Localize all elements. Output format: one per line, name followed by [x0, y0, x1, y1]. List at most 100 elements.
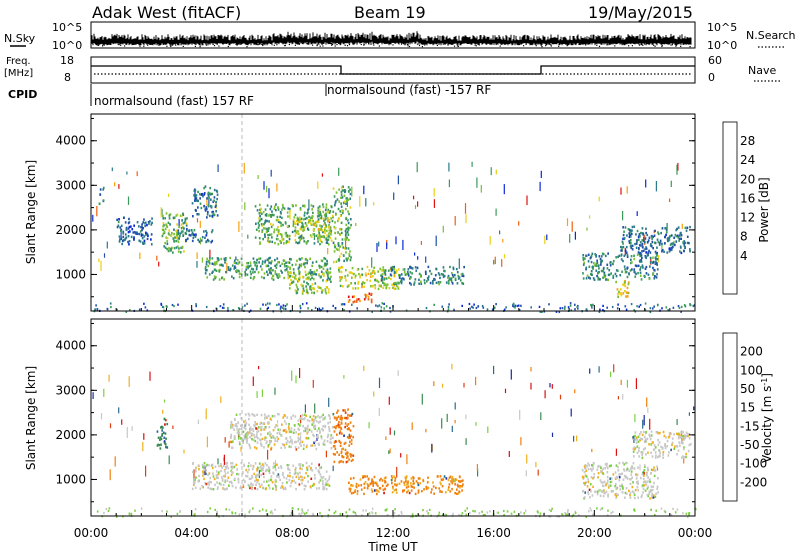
range-gate-cell: [608, 269, 611, 272]
range-gate-cell: [330, 275, 332, 278]
range-gate-cell: [240, 424, 242, 427]
range-gate-cell: [588, 276, 590, 279]
nsky-trace: [91, 31, 692, 48]
range-gate-cell: [339, 266, 341, 270]
range-gate-cell: [639, 437, 642, 440]
range-gate-cell: [432, 279, 434, 283]
range-gate-cell: [451, 487, 453, 491]
range-gate-cell: [326, 278, 329, 282]
range-gate-cell: [323, 257, 325, 260]
nsearch-sample: [536, 42, 538, 44]
range-gate-cell: [194, 486, 197, 489]
range-gate-cell: [623, 237, 625, 241]
range-gate-cell: [338, 233, 341, 236]
range-gate-cell: [235, 270, 238, 274]
nsearch-sample: [661, 45, 663, 47]
range-gate-cell: [530, 382, 532, 390]
range-gate-cell: [683, 458, 685, 464]
range-gate-cell: [350, 271, 352, 274]
range-gate-cell: [185, 239, 187, 242]
range-gate-cell: [617, 465, 619, 469]
range-gate-cell: [218, 278, 221, 281]
nsearch-sample: [442, 43, 444, 45]
range-gate-cell: [495, 208, 497, 216]
range-gate-cell: [409, 515, 412, 518]
range-gate-cell: [370, 300, 373, 304]
range-gate-cell: [223, 454, 225, 466]
range-gate-cell: [371, 490, 374, 493]
range-gate-cell: [687, 434, 689, 438]
range-gate-cell: [567, 306, 570, 309]
range-gate-cell: [319, 211, 321, 214]
range-gate-cell: [686, 226, 689, 229]
range-gate-cell: [253, 433, 255, 437]
range-gate-cell: [270, 432, 272, 436]
range-gate-cell: [171, 303, 174, 307]
range-gate-cell: [292, 222, 295, 226]
range-gate-cell: [264, 208, 267, 211]
range-gate-cell: [649, 251, 652, 254]
range-gate-cell: [280, 466, 283, 469]
range-gate-cell: [673, 240, 675, 245]
range-gate-cell: [316, 269, 318, 272]
range-gate-cell: [220, 483, 222, 486]
range-gate-cell: [351, 303, 353, 306]
range-gate-cell: [410, 485, 413, 488]
range-gate-cell: [191, 233, 193, 236]
range-gate-cell: [672, 306, 675, 309]
range-gate-cell: [646, 474, 648, 477]
range-gate-cell: [625, 487, 628, 490]
range-gate-cell: [643, 472, 645, 475]
range-gate-cell: [447, 279, 450, 283]
nsearch-sample: [180, 44, 182, 46]
range-gate-cell: [351, 412, 354, 416]
range-gate-cell: [655, 257, 657, 260]
range-gate-cell: [657, 455, 659, 459]
range-gate-cell: [682, 434, 684, 438]
range-gate-cell: [600, 259, 603, 262]
range-gate-cell: [584, 257, 586, 260]
range-gate-cell: [256, 473, 259, 477]
range-gate-cell: [599, 479, 602, 482]
range-gate-cell: [656, 258, 659, 261]
range-gate-cell: [662, 456, 664, 459]
range-gate-cell: [347, 423, 350, 426]
range-gate-cell: [339, 245, 342, 248]
range-gate-cell: [344, 409, 346, 412]
range-gate-cell: [233, 435, 236, 439]
range-gate-cell: [224, 479, 226, 482]
range-gate-cell: [263, 480, 265, 483]
range-gate-cell: [652, 496, 655, 499]
range-gate-cell: [304, 270, 307, 273]
range-gate-cell: [181, 219, 183, 222]
range-gate-cell: [315, 447, 318, 451]
nsearch-sample: [675, 45, 677, 47]
range-gate-cell: [249, 509, 251, 512]
range-gate-cell: [284, 222, 287, 225]
range-gate-cell: [225, 257, 227, 260]
range-gate-cell: [297, 223, 299, 226]
range-gate-cell: [394, 287, 397, 290]
range-gate-cell: [179, 232, 182, 235]
range-gate-cell: [655, 492, 657, 495]
range-gate-cell: [592, 267, 594, 270]
nsearch-sample: [558, 43, 560, 45]
range-gate-cell: [636, 486, 639, 489]
range-gate-cell: [417, 256, 419, 260]
range-gate-cell: [421, 490, 423, 493]
range-gate-cell: [235, 262, 238, 265]
range-gate-cell: [314, 424, 317, 428]
range-gate-cell: [407, 489, 409, 492]
nsearch-sample: [408, 42, 410, 44]
range-gate-cell: [203, 186, 205, 190]
range-gate-cell: [337, 415, 340, 418]
range-gate-cell: [615, 448, 617, 456]
range-gate-cell: [623, 265, 626, 268]
range-gate-cell: [512, 302, 515, 305]
range-gate-cell: [519, 409, 521, 420]
range-gate-cell: [198, 468, 200, 471]
range-gate-cell: [354, 274, 357, 277]
range-gate-cell: [574, 510, 577, 513]
range-gate-cell: [274, 258, 276, 262]
range-gate-cell: [597, 472, 600, 475]
